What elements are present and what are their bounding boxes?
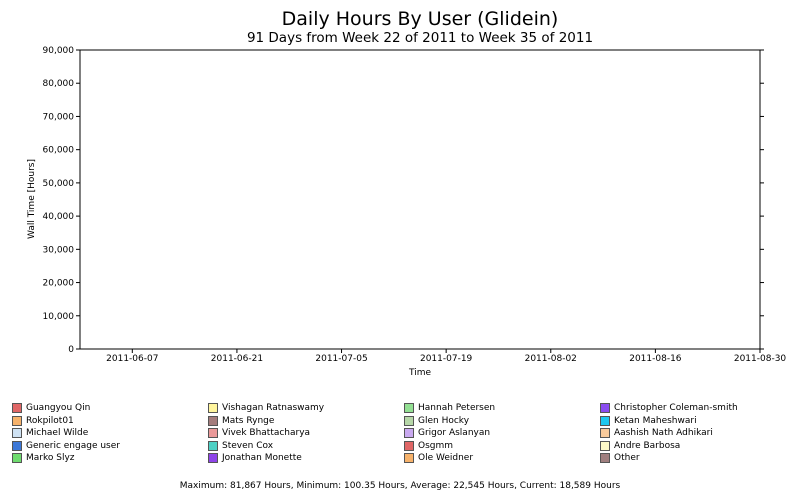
legend-item: Ole Weidner xyxy=(404,452,473,464)
chart-title: Daily Hours By User (Glidein) xyxy=(281,8,559,30)
legend-label: Rokpilot01 xyxy=(26,415,74,426)
x-tick-label: 2011-06-07 xyxy=(106,354,158,364)
legend-label: Aashish Nath Adhikari xyxy=(614,428,713,438)
x-tick-label: 2011-08-02 xyxy=(525,354,577,364)
legend-label: Other xyxy=(614,453,640,463)
legend-swatch xyxy=(12,403,22,413)
legend-label: Mats Rynge xyxy=(222,415,275,426)
legend-label: Michael Wilde xyxy=(26,428,89,438)
legend-item: Mats Rynge xyxy=(208,415,274,427)
legend-swatch xyxy=(12,428,22,438)
y-axis-label: Wall Time [Hours] xyxy=(27,159,37,239)
legend-item: Guangyou Qin xyxy=(12,402,90,414)
legend-swatch xyxy=(208,403,218,413)
legend-label: Andre Barbosa xyxy=(614,440,681,451)
legend-item: Marko Slyz xyxy=(12,452,75,464)
legend-label: Osgmm xyxy=(418,440,454,451)
legend-label: Generic engage user xyxy=(26,440,120,451)
legend-item: Steven Cox xyxy=(208,440,273,452)
legend-label: Marko Slyz xyxy=(26,453,75,463)
legend-swatch xyxy=(404,453,414,463)
legend-swatch xyxy=(600,453,610,463)
legend-label: Jonathan Monette xyxy=(222,453,302,463)
legend-item: Other xyxy=(600,452,640,464)
legend-item: Osgmm xyxy=(404,440,453,452)
summary-footer: Maximum: 81,867 Hours, Minimum: 100.35 H… xyxy=(179,481,621,491)
legend-label: Vivek Bhattacharya xyxy=(222,428,311,438)
legend-item: Rokpilot01 xyxy=(12,415,74,427)
chart-subtitle: 91 Days from Week 22 of 2011 to Week 35 … xyxy=(246,30,594,46)
legend-swatch xyxy=(12,415,22,426)
legend-swatch xyxy=(12,440,22,451)
legend-label: Guangyou Qin xyxy=(26,403,91,413)
legend-item: Jonathan Monette xyxy=(208,452,302,464)
y-tick-label: 70,000 xyxy=(43,112,75,122)
legend-swatch xyxy=(404,415,414,426)
x-tick-label: 2011-07-19 xyxy=(420,354,473,364)
y-tick-label: 50,000 xyxy=(43,179,75,189)
legend-item: Vivek Bhattacharya xyxy=(208,427,310,439)
legend-label: Ketan Maheshwari xyxy=(614,415,697,426)
y-tick-label: 40,000 xyxy=(43,212,75,222)
legend-item: Christopher Coleman-smith xyxy=(600,402,738,414)
legend-label: Steven Cox xyxy=(222,440,274,451)
legend-item: Hannah Petersen xyxy=(404,402,495,414)
legend-swatch xyxy=(208,415,218,426)
axes: 0 10,000 20,000 30,000 40,000 50,000 60,000 70,… xyxy=(43,46,787,364)
legend-swatch xyxy=(600,428,610,438)
legend-swatch xyxy=(600,440,610,451)
stacked-bar-chart: 0 10,000 20,000 30,000 40,000 50,000 60,000 70,… xyxy=(27,46,787,378)
legend-swatch xyxy=(600,415,610,426)
legend-item: Glen Hocky xyxy=(404,415,469,427)
legend-label: Christopher Coleman-smith xyxy=(614,403,738,413)
legend-swatch xyxy=(600,403,610,413)
y-tick-label: 30,000 xyxy=(43,245,75,255)
legend-label: Grigor Aslanyan xyxy=(418,428,491,438)
x-tick-label: 2011-06-21 xyxy=(211,354,263,364)
x-tick-label: 2011-08-16 xyxy=(629,354,682,364)
legend-label: Glen Hocky xyxy=(418,415,470,426)
y-tick-label: 0 xyxy=(68,345,74,355)
legend-label: Ole Weidner xyxy=(418,453,474,463)
legend: Guangyou Qin Rokpilot01 Michael Wilde Gener… xyxy=(12,402,792,466)
y-tick-label: 10,000 xyxy=(43,312,75,322)
legend-label: Vishagan Ratnaswamy xyxy=(222,403,325,413)
legend-label: Hannah Petersen xyxy=(418,403,496,413)
x-tick-label: 2011-08-30 xyxy=(734,354,787,364)
y-tick-label: 80,000 xyxy=(43,79,75,89)
legend-item: Generic engage user xyxy=(12,440,120,452)
legend-item: Andre Barbosa xyxy=(600,440,680,452)
legend-swatch xyxy=(404,403,414,413)
x-axis-label: Time xyxy=(408,368,431,378)
legend-swatch xyxy=(404,440,414,451)
legend-item: Grigor Aslanyan xyxy=(404,427,490,439)
plot-frame xyxy=(79,49,761,350)
legend-swatch xyxy=(208,453,218,463)
x-tick-label: 2011-07-05 xyxy=(315,354,367,364)
legend-swatch xyxy=(404,428,414,438)
legend-item: Michael Wilde xyxy=(12,427,88,439)
legend-item: Aashish Nath Adhikari xyxy=(600,427,713,439)
legend-item: Ketan Maheshwari xyxy=(600,415,697,427)
legend-swatch xyxy=(208,428,218,438)
legend-swatch xyxy=(208,440,218,451)
legend-item: Vishagan Ratnaswamy xyxy=(208,402,324,414)
y-tick-label: 60,000 xyxy=(43,146,75,156)
legend-swatch xyxy=(12,453,22,463)
y-tick-label: 20,000 xyxy=(43,279,75,289)
y-tick-label: 90,000 xyxy=(43,46,75,56)
